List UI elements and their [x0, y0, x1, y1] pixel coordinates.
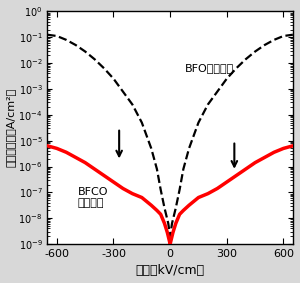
- Y-axis label: リーク電流（A/cm²）: リーク電流（A/cm²）: [6, 88, 16, 167]
- X-axis label: 電界（kV/cm）: 電界（kV/cm）: [136, 264, 205, 277]
- Text: BFO（従来）: BFO（従来）: [185, 63, 235, 73]
- Text: BFCO
（今回）: BFCO （今回）: [78, 187, 108, 208]
